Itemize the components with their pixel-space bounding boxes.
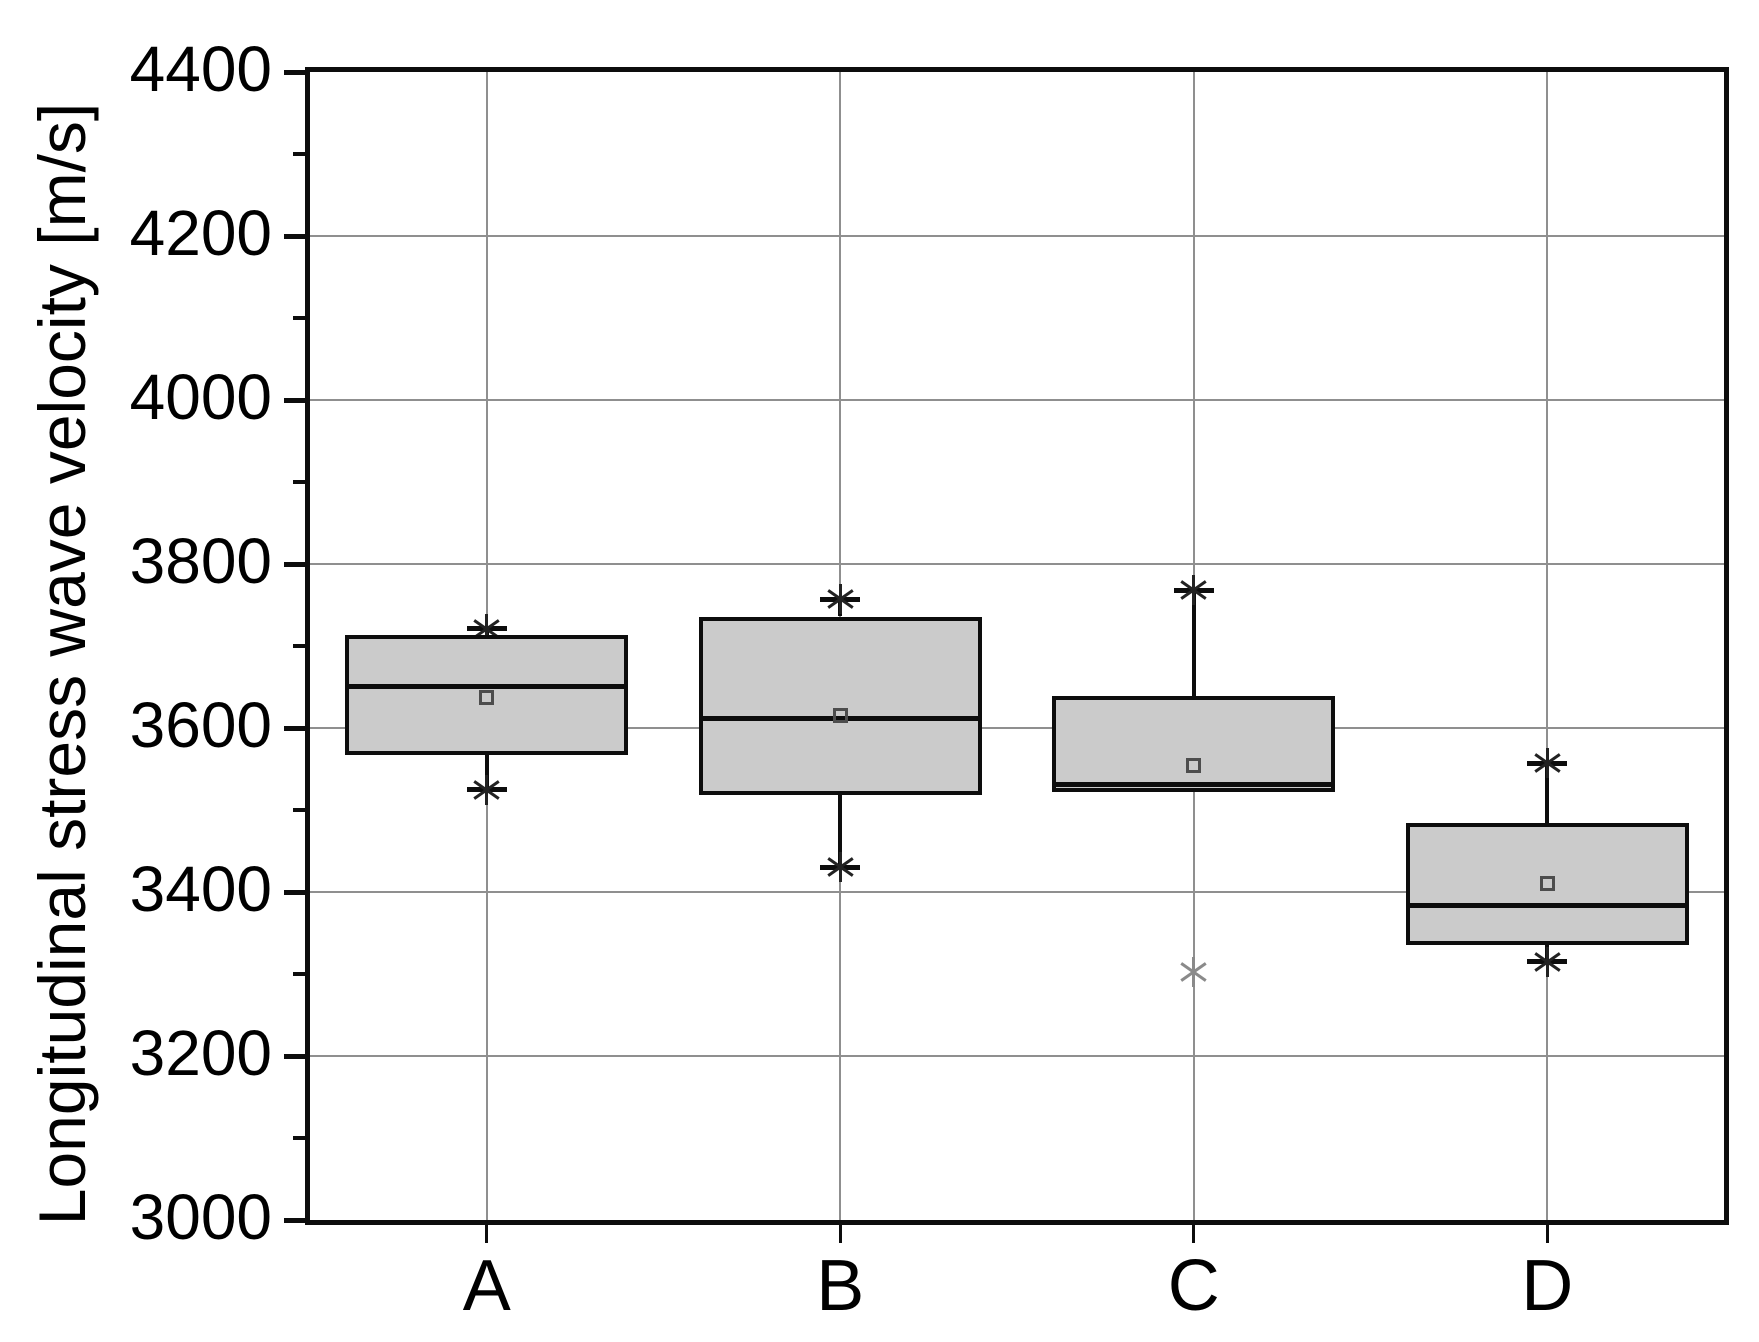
y-major-tick	[284, 725, 305, 731]
y-major-tick	[284, 1217, 305, 1223]
mean-marker-d	[1539, 876, 1555, 892]
y-tick-label: 4000	[129, 361, 272, 433]
gridline-horizontal	[310, 891, 1724, 893]
mean-marker-a	[479, 690, 495, 706]
max-marker-d	[1532, 748, 1562, 779]
median-d	[1409, 903, 1685, 909]
y-tick-label: 3200	[129, 1017, 272, 1089]
y-major-tick	[284, 233, 305, 239]
min-marker-d	[1532, 946, 1562, 977]
gridline-horizontal	[310, 235, 1724, 237]
box-c	[1052, 696, 1336, 792]
x-tick	[485, 1225, 489, 1243]
plot-frame	[305, 67, 1729, 1225]
y-minor-tick	[293, 972, 305, 976]
y-minor-tick	[293, 644, 305, 648]
y-minor-tick	[293, 316, 305, 320]
x-tick-label-d: D	[1521, 1246, 1574, 1326]
y-tick-label: 3000	[129, 1181, 272, 1253]
mean-marker-b	[832, 708, 848, 724]
y-minor-tick	[293, 1136, 305, 1140]
gridline-vertical	[1546, 72, 1549, 1220]
y-tick-label: 3600	[129, 689, 272, 761]
x-tick-label-a: A	[462, 1246, 511, 1326]
y-tick-label: 4400	[129, 33, 272, 105]
x-tick-label-c: C	[1167, 1246, 1220, 1326]
max-marker-c	[1179, 575, 1209, 606]
min-marker-b	[825, 852, 855, 883]
whisker-upper-d	[1545, 763, 1550, 824]
whisker-lower-a	[484, 755, 489, 790]
x-tick-label-b: B	[816, 1246, 865, 1326]
y-major-tick	[284, 69, 305, 75]
y-major-tick	[284, 397, 305, 403]
whisker-lower-b	[838, 795, 843, 868]
median-c	[1056, 782, 1332, 788]
median-b	[702, 715, 978, 721]
gridline-horizontal	[310, 399, 1724, 401]
min-marker-a	[472, 774, 502, 805]
y-tick-label: 3400	[129, 853, 272, 925]
gridline-horizontal	[310, 727, 1724, 729]
box-b	[698, 616, 982, 796]
max-marker-b	[825, 584, 855, 615]
whisker-upper-c	[1191, 590, 1196, 696]
max-marker-a	[472, 613, 502, 644]
gridline-horizontal	[310, 563, 1724, 565]
x-tick	[1545, 1225, 1549, 1243]
y-tick-label: 4200	[129, 197, 272, 269]
y-major-tick	[284, 1053, 305, 1059]
y-major-tick	[284, 561, 305, 567]
gridline-horizontal	[310, 1055, 1724, 1057]
y-minor-tick	[293, 480, 305, 484]
y-tick-label: 3800	[129, 525, 272, 597]
y-minor-tick	[293, 152, 305, 156]
y-minor-tick	[293, 808, 305, 812]
median-a	[349, 683, 625, 689]
outlier-marker-c	[1179, 956, 1209, 987]
y-major-tick	[284, 889, 305, 895]
x-tick	[1192, 1225, 1196, 1243]
box-d	[1405, 823, 1689, 946]
x-tick	[838, 1225, 842, 1243]
mean-marker-c	[1186, 758, 1202, 774]
box-a	[345, 635, 629, 755]
